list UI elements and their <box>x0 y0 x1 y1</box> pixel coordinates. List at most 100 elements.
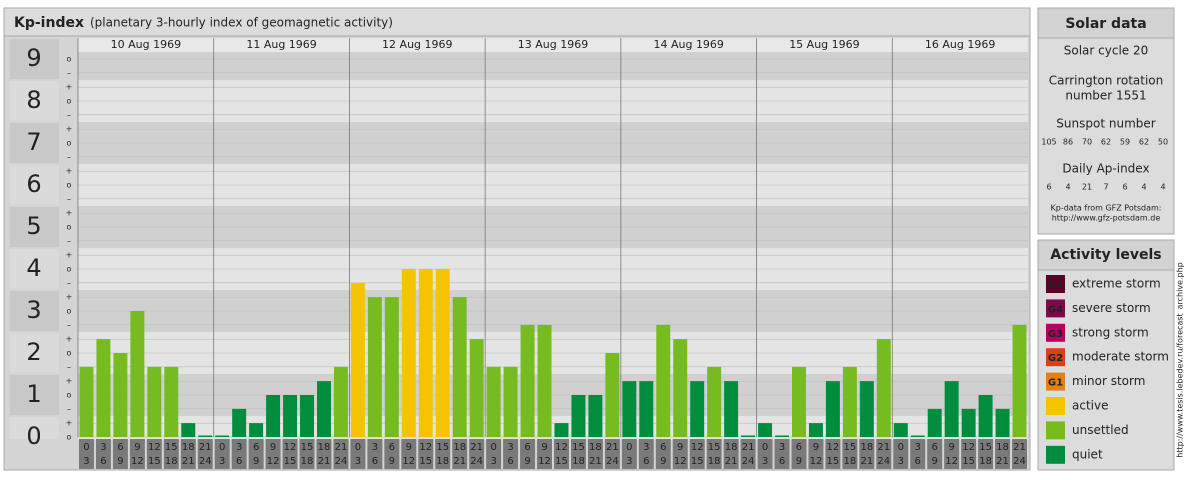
hour-start: 18 <box>453 442 466 453</box>
legend-swatch <box>1046 397 1065 415</box>
hour-box <box>248 439 264 469</box>
hour-end: 3 <box>355 456 361 467</box>
source: Kp-data from GFZ Potsdam: <box>1051 204 1162 213</box>
hour-end: 18 <box>708 456 721 467</box>
hour-box <box>893 439 909 469</box>
hour-box <box>503 439 519 469</box>
bar <box>333 366 348 437</box>
hour-end: 18 <box>572 456 585 467</box>
hour-start: 3 <box>643 442 649 453</box>
hour-start: 9 <box>406 442 412 453</box>
bar <box>978 395 993 437</box>
legend-header <box>1037 239 1175 271</box>
hour-end: 9 <box>117 456 123 467</box>
hour-end: 24 <box>1013 456 1026 467</box>
hour-end: 15 <box>962 456 975 467</box>
hour-start: 0 <box>355 442 361 453</box>
hour-box <box>520 439 536 469</box>
hour-end: 12 <box>402 456 415 467</box>
hour-start: 18 <box>182 442 195 453</box>
hour-start: 15 <box>979 442 992 453</box>
hour-start: 21 <box>606 442 619 453</box>
hour-box <box>910 439 926 469</box>
y-minor-label: – <box>67 320 71 329</box>
hour-box <box>859 439 875 469</box>
hour-box <box>995 439 1011 469</box>
hour-box <box>316 439 332 469</box>
y-minor-label: + <box>66 293 73 302</box>
hour-end: 15 <box>691 456 704 467</box>
bar <box>927 408 942 437</box>
hour-end: 3 <box>898 456 904 467</box>
day-label: 13 Aug 1969 <box>518 38 588 51</box>
hour-box <box>978 439 994 469</box>
hour-end: 18 <box>979 456 992 467</box>
hour-end: 6 <box>100 456 106 467</box>
hour-end: 3 <box>219 456 225 467</box>
hour-box <box>265 439 281 469</box>
hour-box <box>95 439 111 469</box>
y-minor-label: – <box>67 152 71 161</box>
hour-end: 12 <box>538 456 551 467</box>
legend-label: quiet <box>1072 447 1103 461</box>
sunspot-title: Sunspot number <box>1056 117 1155 131</box>
hour-box <box>757 439 773 469</box>
hour-start: 0 <box>219 442 225 453</box>
hour-box <box>367 439 383 469</box>
hour-box <box>180 439 196 469</box>
bar <box>418 269 433 437</box>
hour-box <box>401 439 417 469</box>
hour-end: 21 <box>996 456 1009 467</box>
carrington: number 1551 <box>1065 89 1146 103</box>
hour-end: 18 <box>301 456 314 467</box>
hour-start: 6 <box>389 442 395 453</box>
y-minor-label: – <box>67 362 71 371</box>
y-minor-label: – <box>67 404 71 413</box>
y-tick-label: 3 <box>26 296 41 324</box>
y-label-box <box>10 291 59 331</box>
hour-end: 6 <box>507 456 513 467</box>
bar <box>775 435 789 437</box>
hour-box <box>706 439 722 469</box>
y-minor-label: – <box>67 236 71 245</box>
bar <box>707 366 722 437</box>
hour-box <box>604 439 620 469</box>
ap-value: 21 <box>1082 183 1092 192</box>
hour-start: 6 <box>253 442 259 453</box>
ap-value: 7 <box>1103 183 1108 192</box>
hour-box <box>231 439 247 469</box>
bar <box>435 269 450 437</box>
hour-box <box>842 439 858 469</box>
hour-end: 12 <box>131 456 144 467</box>
y-tick-label: 1 <box>26 380 41 408</box>
hour-start: 0 <box>626 442 632 453</box>
carrington: Carrington rotation <box>1049 74 1163 88</box>
hour-start: 18 <box>589 442 602 453</box>
y-label-box <box>10 123 59 163</box>
hour-start: 15 <box>165 442 178 453</box>
legend-badge: G2 <box>1048 353 1063 364</box>
hour-end: 24 <box>742 456 755 467</box>
hour-start: 6 <box>932 442 938 453</box>
y-minor-label: + <box>66 251 73 260</box>
hour-box <box>621 439 637 469</box>
hour-start: 9 <box>813 442 819 453</box>
hour-start: 3 <box>779 442 785 453</box>
hour-box <box>740 439 756 469</box>
hour-end: 9 <box>796 456 802 467</box>
hour-end: 21 <box>318 456 331 467</box>
bar <box>639 381 654 437</box>
legend-badge: G4 <box>1048 304 1063 315</box>
bar <box>656 324 671 437</box>
ap-title: Daily Ap-index <box>1062 162 1149 176</box>
day-label: 16 Aug 1969 <box>925 38 995 51</box>
hour-start: 12 <box>827 442 840 453</box>
bar <box>995 408 1010 437</box>
hour-end: 18 <box>844 456 857 467</box>
bar <box>554 423 569 437</box>
hour-box <box>944 439 960 469</box>
y-label-box <box>10 39 59 79</box>
bar <box>808 423 823 437</box>
hour-end: 24 <box>877 456 890 467</box>
